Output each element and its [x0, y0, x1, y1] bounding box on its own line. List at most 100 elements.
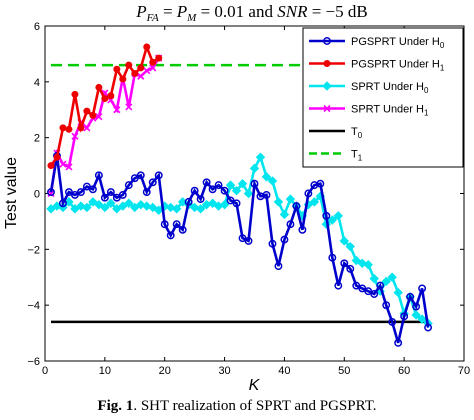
legend-label: T1: [351, 149, 363, 163]
x-tick-label: 40: [278, 365, 290, 377]
data-point: [207, 198, 218, 208]
legend-item: T0: [309, 126, 363, 140]
data-point: [322, 211, 331, 220]
series-pgsprt-under-h0: [47, 151, 433, 347]
data-point: [178, 225, 187, 234]
data-point: [370, 290, 379, 298]
data-point: [149, 64, 157, 72]
data-point: [112, 204, 122, 214]
data-point: [267, 176, 278, 186]
data-point: [94, 199, 104, 210]
caption-text: . SHT realization of SPRT and PGSPRT.: [133, 398, 377, 414]
data-point: [195, 204, 206, 214]
data-point: [100, 202, 110, 213]
data-point: [219, 199, 230, 210]
data-point: [376, 281, 385, 290]
caption-label: Fig. 1: [97, 398, 134, 414]
data-point: [119, 75, 127, 83]
y-tick-label: 4: [34, 77, 40, 89]
data-point: [327, 215, 338, 225]
data-point: [286, 220, 295, 229]
data-point: [232, 199, 241, 208]
y-tick-label: −6: [27, 356, 40, 368]
y-axis: −6 −4 −2 0 2 4 6: [27, 21, 464, 368]
data-point: [47, 188, 55, 197]
data-point: [100, 193, 109, 202]
legend-label: PGSPRT Under H1: [351, 59, 445, 73]
data-point: [316, 179, 325, 188]
y-axis-label: Test value: [3, 157, 20, 229]
data-point: [369, 273, 379, 284]
data-point: [71, 132, 79, 140]
data-point: [118, 190, 127, 199]
data-point: [196, 195, 205, 204]
data-point: [400, 312, 409, 321]
data-point: [273, 197, 284, 207]
data-point: [53, 153, 61, 161]
data-point: [202, 178, 211, 187]
data-point: [279, 209, 290, 220]
data-point: [171, 204, 182, 214]
data-point: [340, 259, 349, 268]
data-point: [59, 199, 67, 208]
data-point: [82, 202, 92, 213]
data-point: [280, 235, 289, 244]
data-point: [125, 61, 133, 69]
x-tick-label: 70: [458, 365, 470, 377]
data-point: [106, 188, 115, 197]
data-point: [155, 54, 163, 62]
data-point: [382, 301, 391, 310]
data-point: [406, 292, 415, 301]
data-point: [124, 181, 133, 190]
series-pgsprt-under-h1: [47, 42, 163, 170]
data-point: [88, 197, 98, 207]
data-point: [381, 276, 391, 287]
data-point: [417, 314, 427, 324]
data-point: [255, 152, 266, 162]
legend-label: T0: [351, 126, 363, 140]
data-point: [137, 72, 145, 80]
data-point: [250, 179, 259, 188]
data-point: [143, 43, 151, 51]
x-tick-label: 10: [99, 365, 111, 377]
legend-marker: [323, 37, 331, 45]
data-point: [148, 178, 157, 187]
data-point: [107, 92, 115, 100]
data-point: [83, 124, 91, 132]
data-point: [309, 197, 320, 207]
data-point: [411, 310, 421, 320]
data-point: [70, 204, 80, 214]
data-point: [237, 179, 248, 189]
data-point: [47, 162, 55, 170]
data-point: [243, 188, 254, 199]
data-point: [208, 185, 217, 194]
data-point: [137, 64, 145, 72]
data-point: [184, 197, 193, 206]
data-point: [388, 317, 397, 326]
data-point: [76, 188, 85, 197]
legend-item: SPRT Under H0: [309, 81, 429, 95]
legend-label: PGSPRT Under H0: [351, 36, 445, 50]
series-layer: [46, 42, 433, 347]
data-point: [231, 186, 242, 196]
y-tick-label: −2: [27, 244, 40, 256]
data-point: [59, 124, 67, 132]
data-point: [64, 197, 74, 207]
data-point: [113, 106, 121, 114]
data-point: [387, 272, 397, 282]
legend-marker: [323, 104, 331, 113]
x-tick-label: 20: [159, 365, 171, 377]
data-point: [160, 220, 169, 229]
x-axis-label: K: [249, 377, 261, 394]
data-point: [393, 287, 403, 298]
x-tick-label: 30: [218, 365, 230, 377]
legend-label: SPRT Under H0: [351, 81, 429, 95]
data-point: [89, 111, 97, 119]
data-point: [339, 236, 349, 246]
legend-marker: [323, 60, 331, 67]
data-point: [220, 186, 229, 195]
data-point: [190, 186, 199, 195]
data-point: [71, 90, 79, 98]
data-point: [154, 171, 163, 180]
data-point: [424, 323, 433, 332]
